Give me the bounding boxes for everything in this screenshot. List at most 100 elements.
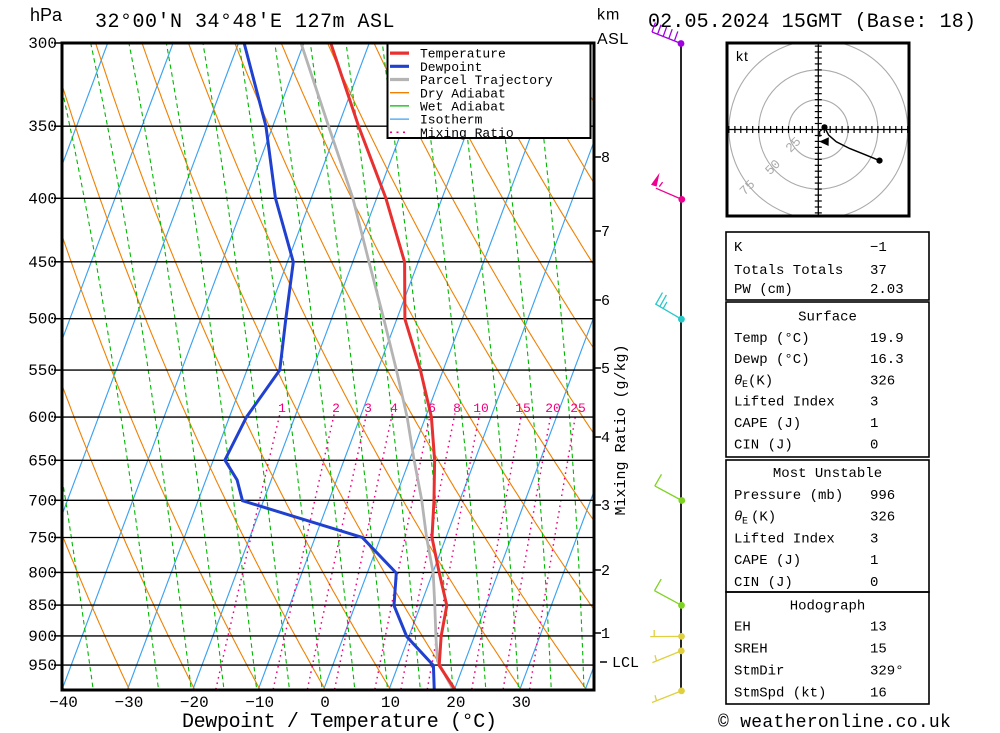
svg-text:km: km [597, 7, 620, 24]
svg-text:2.03: 2.03 [870, 282, 904, 298]
svg-text:Parcel Trajectory: Parcel Trajectory [420, 73, 553, 88]
svg-text:15: 15 [515, 401, 531, 416]
svg-text:600: 600 [28, 409, 57, 427]
svg-text:θ: θ [734, 373, 742, 389]
svg-text:1: 1 [601, 626, 610, 643]
svg-text:Dewp (°C): Dewp (°C) [734, 352, 810, 368]
svg-text:4: 4 [601, 430, 610, 447]
svg-text:7: 7 [601, 224, 610, 241]
svg-text:Temperature: Temperature [420, 47, 506, 62]
svg-text:1: 1 [870, 553, 878, 569]
svg-text:400: 400 [28, 190, 57, 208]
svg-text:16: 16 [870, 685, 887, 701]
svg-text:Most Unstable: Most Unstable [773, 466, 882, 482]
svg-text:900: 900 [28, 628, 57, 646]
svg-text:8: 8 [601, 150, 610, 167]
svg-text:326: 326 [870, 510, 895, 526]
svg-text:6: 6 [601, 293, 610, 310]
svg-text:Isotherm: Isotherm [420, 113, 483, 128]
svg-text:LCL: LCL [612, 655, 639, 672]
svg-text:750: 750 [28, 530, 57, 548]
svg-text:0: 0 [320, 694, 330, 712]
svg-text:Totals Totals: Totals Totals [734, 263, 843, 279]
svg-text:kt: kt [736, 48, 749, 64]
svg-text:450: 450 [28, 254, 57, 272]
svg-text:5: 5 [601, 361, 610, 378]
svg-text:Wet Adiabat: Wet Adiabat [420, 100, 506, 115]
svg-text:30: 30 [512, 694, 531, 712]
svg-text:© weatheronline.co.uk: © weatheronline.co.uk [718, 713, 951, 733]
svg-text:Dry Adiabat: Dry Adiabat [420, 86, 506, 101]
svg-text:950: 950 [28, 657, 57, 675]
svg-text:1: 1 [870, 416, 878, 432]
svg-text:Surface: Surface [798, 309, 857, 325]
svg-text:996: 996 [870, 488, 895, 504]
svg-text:3: 3 [870, 395, 878, 411]
svg-text:ASL: ASL [597, 31, 629, 48]
svg-text:Pressure (mb): Pressure (mb) [734, 488, 843, 504]
svg-text:CAPE (J): CAPE (J) [734, 416, 801, 432]
svg-text:25: 25 [570, 401, 586, 416]
svg-text:E: E [742, 516, 748, 527]
svg-text:CIN (J): CIN (J) [734, 575, 793, 591]
svg-text:20: 20 [446, 694, 465, 712]
svg-text:2: 2 [601, 563, 610, 580]
svg-text:StmSpd (kt): StmSpd (kt) [734, 685, 826, 701]
svg-text:θ: θ [734, 510, 742, 526]
svg-text:8: 8 [453, 401, 461, 416]
svg-text:10: 10 [381, 694, 400, 712]
svg-text:Temp (°C): Temp (°C) [734, 331, 810, 347]
svg-text:20: 20 [545, 401, 561, 416]
svg-text:10: 10 [473, 401, 489, 416]
svg-text:EH: EH [734, 620, 751, 636]
svg-text:−40: −40 [49, 694, 78, 712]
svg-text:StmDir: StmDir [734, 663, 784, 679]
svg-text:329°: 329° [870, 663, 904, 679]
svg-text:−10: −10 [245, 694, 274, 712]
svg-text:0: 0 [870, 575, 878, 591]
svg-text:700: 700 [28, 492, 57, 510]
svg-text:550: 550 [28, 362, 57, 380]
svg-text:37: 37 [870, 263, 887, 279]
svg-text:0: 0 [870, 437, 878, 453]
svg-text:Hodograph: Hodograph [790, 598, 866, 614]
svg-text:800: 800 [28, 564, 57, 582]
svg-text:K: K [734, 240, 743, 256]
svg-text:3: 3 [870, 532, 878, 548]
svg-text:(K): (K) [751, 510, 776, 526]
svg-text:500: 500 [28, 311, 57, 329]
svg-text:−30: −30 [114, 694, 143, 712]
svg-text:1: 1 [278, 401, 286, 416]
svg-text:3: 3 [364, 401, 372, 416]
svg-text:Lifted Index: Lifted Index [734, 532, 835, 548]
svg-text:CIN (J): CIN (J) [734, 437, 793, 453]
svg-text:16.3: 16.3 [870, 352, 904, 368]
svg-text:Dewpoint: Dewpoint [420, 60, 482, 75]
svg-text:SREH: SREH [734, 642, 768, 658]
svg-text:4: 4 [390, 401, 398, 416]
svg-text:hPa: hPa [30, 5, 63, 25]
svg-text:Dewpoint / Temperature (°C): Dewpoint / Temperature (°C) [182, 711, 497, 733]
svg-text:650: 650 [28, 452, 57, 470]
svg-text:326: 326 [870, 373, 895, 389]
svg-text:−1: −1 [870, 240, 887, 256]
svg-text:15: 15 [870, 642, 887, 658]
svg-text:02.05.2024 15GMT (Base: 18): 02.05.2024 15GMT (Base: 18) [648, 11, 976, 34]
svg-text:Mixing Ratio: Mixing Ratio [420, 126, 514, 141]
svg-text:6: 6 [428, 401, 436, 416]
svg-text:Mixing Ratio (g/kg): Mixing Ratio (g/kg) [613, 344, 630, 515]
svg-text:350: 350 [28, 118, 57, 136]
svg-text:(K): (K) [748, 373, 773, 389]
svg-text:E: E [742, 380, 748, 391]
svg-text:−20: −20 [180, 694, 209, 712]
svg-text:2: 2 [332, 401, 340, 416]
svg-text:19.9: 19.9 [870, 331, 904, 347]
svg-text:300: 300 [28, 35, 57, 53]
svg-text:PW (cm): PW (cm) [734, 282, 793, 298]
svg-text:32°00'N 34°48'E 127m ASL: 32°00'N 34°48'E 127m ASL [95, 11, 395, 34]
svg-text:13: 13 [870, 620, 887, 636]
svg-text:850: 850 [28, 597, 57, 615]
svg-text:CAPE (J): CAPE (J) [734, 553, 801, 569]
svg-text:Lifted Index: Lifted Index [734, 395, 835, 411]
svg-text:3: 3 [601, 498, 610, 515]
